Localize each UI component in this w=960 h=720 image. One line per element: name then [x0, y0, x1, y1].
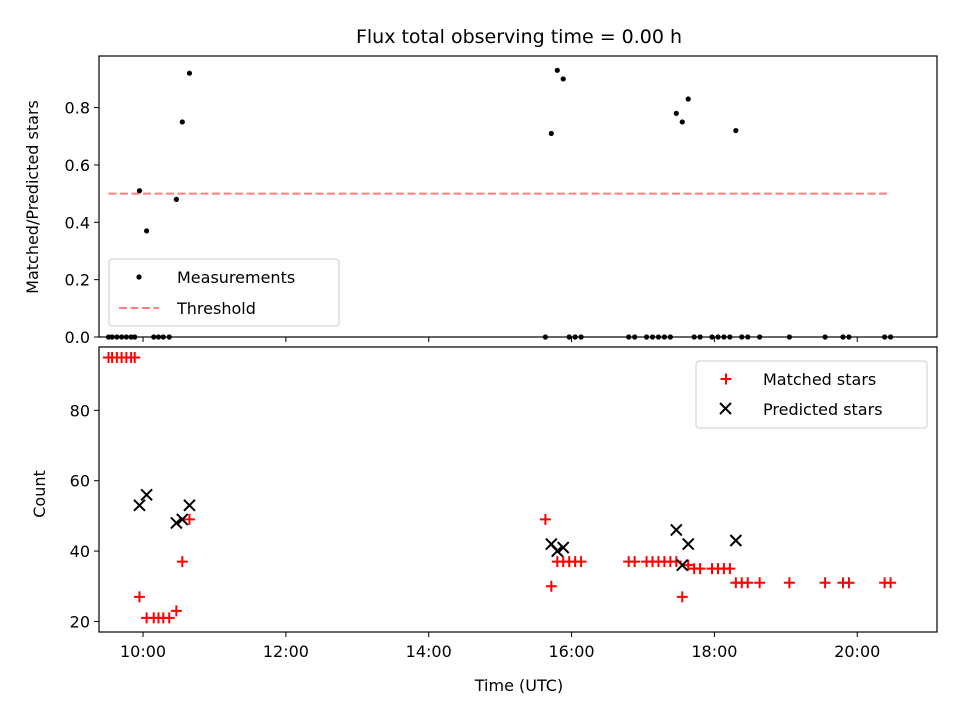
matched-star-point: [575, 556, 587, 568]
matched-star-point: [742, 577, 754, 589]
top-legend-label: Measurements: [177, 268, 295, 287]
matched-star-point: [539, 513, 551, 525]
matched-star-point: [545, 580, 557, 592]
top-y-axis-label: Matched/Predicted stars: [23, 100, 42, 294]
bottom-legend: Matched stars Predicted stars: [695, 360, 928, 429]
matched-star-point: [163, 612, 175, 624]
matched-star-point: [694, 563, 706, 575]
x-tick-label: 16:00: [549, 642, 595, 661]
bottom-legend-label: Matched stars: [763, 370, 876, 389]
top-y-tick-label: 0.2: [65, 271, 90, 290]
measurement-point: [554, 67, 560, 73]
bottom-x-axis: 10:00 12:00 14:00 16:00 18:00 20:00: [120, 632, 880, 661]
matched-star-point: [754, 577, 766, 589]
x-tick-label: 18:00: [691, 642, 737, 661]
top-y-tick-label: 0.4: [65, 213, 90, 232]
top-y-tick-label: 0.8: [65, 99, 90, 118]
chart-title: Flux total observing time = 0.00 h: [356, 26, 682, 48]
bottom-y-tick-label: 40: [70, 542, 90, 561]
predicted-star-point: [682, 537, 695, 551]
matched-star-point: [682, 559, 694, 571]
x-tick-label: 20:00: [834, 642, 880, 661]
measurement-point: [679, 119, 685, 125]
bottom-y-tick-label: 60: [70, 472, 90, 491]
predicted-stars-legend-marker: [719, 402, 732, 415]
predicted-star-point: [551, 544, 564, 558]
predicted-star-point: [176, 513, 189, 526]
predicted-star-point: [170, 516, 183, 530]
predicted-star-point: [133, 499, 146, 512]
bottom-plot-area: [103, 352, 897, 624]
matched-star-point: [170, 605, 182, 617]
predicted-star-point: [557, 541, 570, 554]
matched-star-point: [183, 513, 195, 525]
bottom-y-tick-label: 80: [70, 401, 90, 420]
measurement-point: [733, 127, 739, 134]
matched-star-point: [819, 577, 831, 589]
bottom-legend-label: Predicted stars: [763, 400, 883, 419]
predicted-star-point: [183, 499, 196, 512]
measurement-point: [673, 110, 679, 116]
bottom-y-tick-label: 20: [70, 612, 90, 631]
matched-star-point: [843, 577, 855, 589]
measurement-point: [144, 228, 150, 234]
bottom-legend-box: [695, 360, 928, 429]
x-axis-label: Time (UTC): [474, 676, 563, 695]
bottom-y-axis-label: Count: [30, 470, 49, 518]
top-y-tick-label: 0.0: [65, 328, 90, 347]
top-x-axis: [142, 337, 858, 342]
bottom-axes-frame: [98, 346, 938, 633]
predicted-star-point: [729, 534, 743, 547]
measurement-point: [136, 188, 143, 194]
measurement-point: [179, 119, 185, 125]
top-y-axis: 0.0 0.2 0.4 0.6 0.8: [65, 99, 99, 347]
predicted-star-point: [140, 488, 153, 501]
top-legend: Measurements Threshold: [108, 258, 340, 327]
matched-star-point: [724, 563, 736, 575]
measurement-point: [560, 76, 566, 82]
predicted-star-point: [676, 558, 689, 572]
x-tick-label: 10:00: [120, 642, 166, 661]
top-panel: Flux total observing time = 0.00 h 0.00.…: [23, 26, 938, 347]
matched-star-point: [133, 591, 145, 603]
x-tick-label: 12:00: [263, 642, 309, 661]
measurement-point: [186, 70, 193, 76]
matched-star-point: [129, 352, 141, 364]
matched-star-point: [629, 556, 641, 568]
top-axes-frame: [98, 55, 938, 338]
matched-star-point: [176, 556, 188, 568]
matched-star-point: [885, 577, 897, 589]
measurement-point: [685, 96, 691, 102]
measurement-point: [173, 196, 179, 202]
matched-stars-legend-marker: [720, 373, 732, 385]
top-y-tick-label: 0.6: [65, 156, 90, 175]
matched-star-point: [676, 591, 688, 603]
x-tick-label: 14:00: [406, 642, 452, 661]
measurements-legend-marker: [136, 274, 142, 280]
measurement-point: [548, 130, 554, 137]
top-legend-label: Threshold: [176, 299, 256, 318]
bottom-y-axis: 20 40 60 80: [70, 401, 99, 631]
top-legend-box: [108, 258, 340, 327]
predicted-star-point: [670, 523, 683, 537]
matched-star-point: [783, 577, 795, 589]
